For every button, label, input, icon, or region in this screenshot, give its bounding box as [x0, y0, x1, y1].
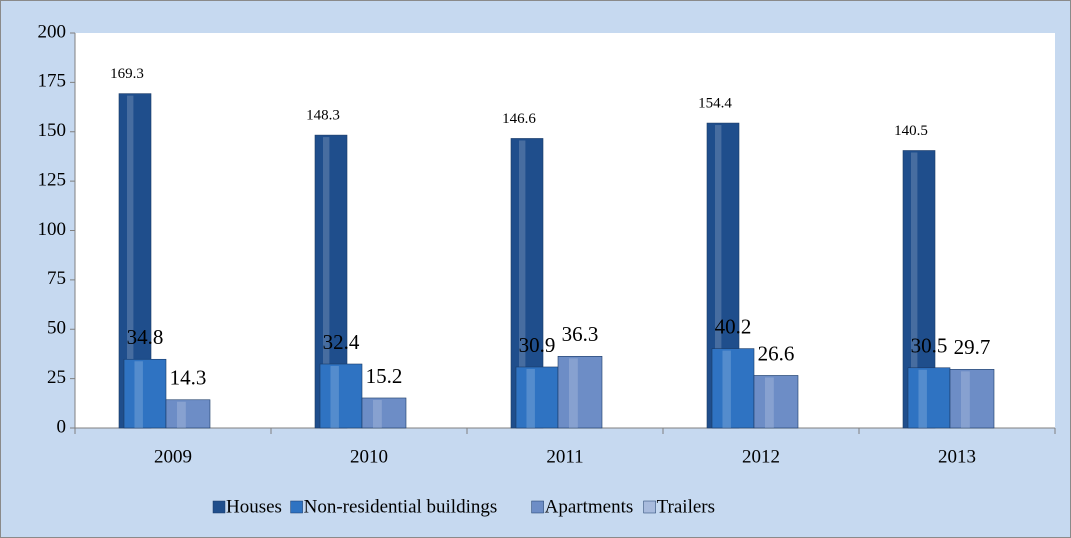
- data-label: 30.5: [911, 334, 948, 358]
- bar-highlight: [323, 137, 330, 429]
- data-label: 140.5: [894, 123, 928, 139]
- bar-highlight: [134, 361, 143, 428]
- bar-highlight: [177, 401, 186, 428]
- bar-highlight: [715, 125, 722, 428]
- y-tick-label: 150: [38, 120, 67, 141]
- data-label: 14.3: [170, 366, 207, 390]
- data-label: 29.7: [954, 335, 991, 359]
- y-tick-label: 75: [47, 268, 66, 289]
- data-label: 40.2: [715, 314, 752, 338]
- bar-highlight: [961, 371, 970, 428]
- bar: [319, 363, 363, 429]
- legend-label: Trailers: [657, 496, 715, 517]
- y-tick-label: 175: [38, 71, 67, 92]
- data-label: 15.2: [366, 364, 403, 388]
- bar-highlight: [765, 377, 774, 428]
- bar: [515, 366, 559, 429]
- x-tick-label: 2013: [938, 446, 976, 467]
- y-tick-label: 50: [47, 318, 66, 339]
- bar: [123, 358, 167, 429]
- bar-highlight: [918, 369, 927, 428]
- data-label: 34.8: [127, 325, 164, 349]
- bar-highlight: [526, 368, 535, 428]
- data-label: 154.4: [698, 95, 732, 111]
- data-label: 169.3: [110, 66, 144, 82]
- data-label: 148.3: [306, 108, 340, 124]
- legend-swatch: [643, 500, 656, 514]
- bar-highlight: [127, 95, 134, 428]
- legend-swatch: [212, 500, 226, 514]
- x-tick-label: 2009: [154, 446, 192, 467]
- bar: [557, 356, 603, 429]
- legend-label: Apartments: [545, 496, 634, 517]
- bar: [753, 375, 799, 429]
- bar: [711, 348, 755, 429]
- bar-highlight: [569, 358, 578, 428]
- y-tick-label: 100: [38, 219, 67, 240]
- legend-swatch: [531, 500, 544, 514]
- bar-highlight: [519, 140, 526, 428]
- y-tick-label: 125: [38, 169, 67, 190]
- data-label: 26.6: [758, 341, 795, 365]
- y-tick-label: 25: [47, 367, 66, 388]
- legend-swatch: [290, 500, 303, 514]
- bar: [949, 369, 995, 429]
- bar: [165, 399, 211, 429]
- data-label: 32.4: [323, 330, 360, 354]
- legend-label: Non-residential buildings: [304, 496, 498, 517]
- legend-label: Houses: [226, 496, 282, 517]
- bar: [361, 397, 407, 429]
- y-tick-label: 200: [38, 21, 67, 42]
- y-tick-label: 0: [57, 416, 67, 437]
- data-label: 36.3: [562, 322, 599, 346]
- x-tick-label: 2010: [350, 446, 388, 467]
- bar-highlight: [722, 350, 731, 428]
- data-label: 30.9: [519, 333, 556, 357]
- bar-highlight: [911, 152, 918, 428]
- x-tick-label: 2012: [742, 446, 780, 467]
- data-label: 146.6: [502, 111, 536, 127]
- bar-highlight: [373, 399, 382, 428]
- x-tick-label: 2011: [546, 446, 583, 467]
- bar-highlight: [330, 366, 339, 428]
- bar: [907, 367, 951, 429]
